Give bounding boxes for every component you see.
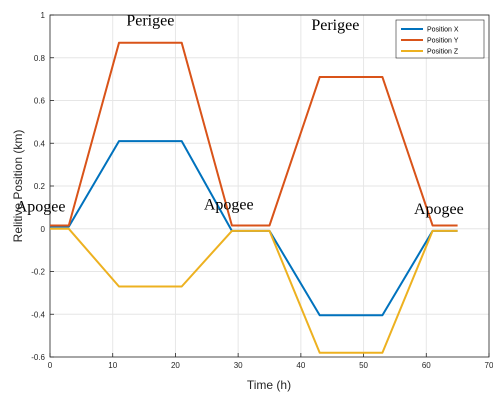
y-tick-label: 0 [41, 225, 46, 234]
y-tick-label: 0.6 [34, 97, 46, 106]
legend-entry: Position Y [427, 38, 459, 45]
legend: Position X Position Y Position Z [395, 19, 485, 59]
x-tick-label: 20 [171, 361, 180, 370]
x-tick-label: 30 [234, 361, 243, 370]
series-line-position-z [50, 227, 458, 354]
annotation-perigee: Perigee [311, 17, 359, 34]
annotation-apogee: Apogee [16, 199, 66, 216]
x-tick-label: 40 [296, 361, 305, 370]
x-tick-label: 70 [485, 361, 493, 370]
x-tick-label: 10 [108, 361, 117, 370]
annotation-apogee: Apogee [204, 197, 254, 214]
y-tick-label: 0.8 [34, 54, 46, 63]
x-axis-label: Time (h) [247, 378, 291, 392]
series-line-position-y [50, 41, 458, 227]
data-series [50, 41, 458, 354]
y-tick-label: -0.4 [31, 310, 45, 319]
x-tick-label: 50 [359, 361, 368, 370]
annotations: Perigee Perigee Apogee Apogee Apogee [16, 13, 464, 218]
x-tick-label: 60 [422, 361, 431, 370]
annotation-apogee: Apogee [414, 201, 464, 218]
axes-box [49, 14, 490, 358]
y-tick-label: -0.2 [31, 268, 45, 277]
x-tick-label: 0 [48, 361, 53, 370]
y-tick-label: 0.2 [34, 182, 46, 191]
y-tick-label: 0.4 [34, 139, 46, 148]
y-axis-label: Relitive Position (km) [11, 130, 25, 243]
legend-entry: Position Z [427, 49, 459, 56]
annotation-perigee: Perigee [126, 13, 174, 30]
legend-entry: Position X [427, 27, 459, 34]
y-tick-label: 1 [41, 11, 46, 20]
y-tick-label: -0.6 [31, 353, 45, 362]
axes: 0 10 20 30 40 50 60 70 -0.6 -0.4 -0.2 0 0.2 0.4 0.6 0.8… [31, 11, 493, 370]
